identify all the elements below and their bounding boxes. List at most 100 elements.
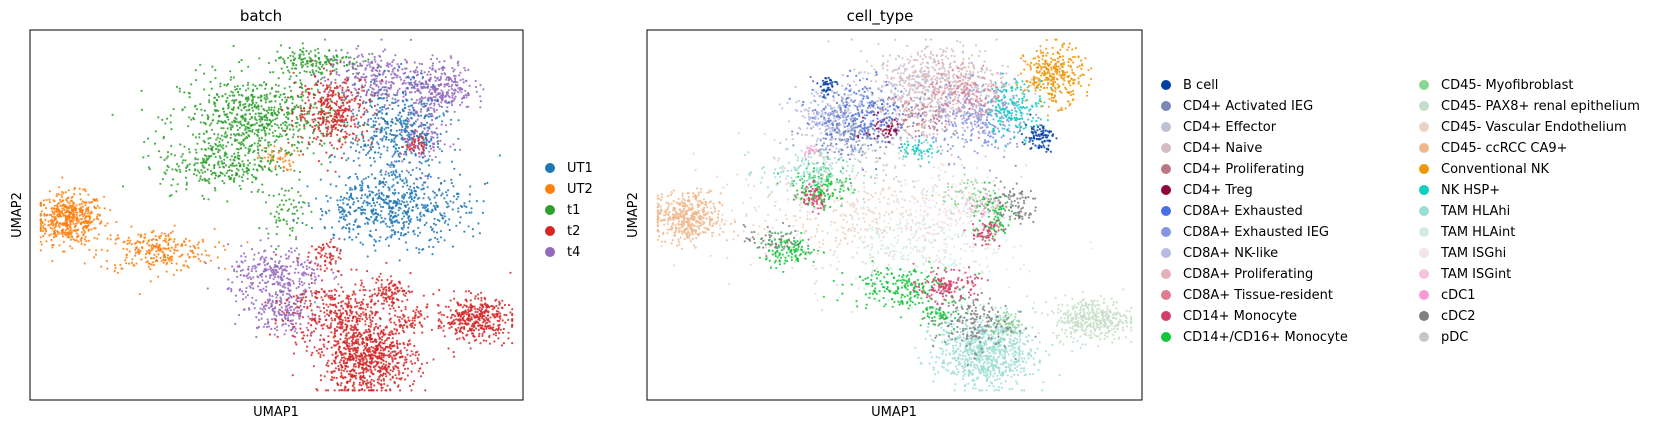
data-point [173,224,176,227]
data-point [169,121,172,124]
data-point [384,217,387,220]
data-point [374,120,378,123]
data-point [255,129,258,132]
data-point [103,195,106,198]
data-point [239,274,242,277]
data-point [221,95,224,98]
data-point [416,70,419,74]
data-point [465,79,468,82]
data-point [326,86,329,89]
data-point [43,212,46,215]
data-point [394,73,397,76]
data-point [391,211,394,214]
data-point [386,146,389,149]
data-point [413,190,416,193]
data-point [439,75,442,78]
data-point [51,227,54,230]
data-point [286,65,289,69]
data-point [450,56,453,60]
data-point [405,61,408,64]
data-point [197,241,200,244]
data-point [330,153,333,157]
data-point [369,146,372,149]
data-point [383,106,386,109]
data-point [226,127,229,130]
data-point [205,131,208,134]
data-point [282,93,285,96]
data-point [277,157,280,160]
data-point [84,190,87,193]
data-point [80,239,83,243]
data-point [285,292,289,295]
data-point [317,100,320,103]
data-point [83,262,86,265]
data-point [391,332,394,335]
data-point [389,165,392,169]
data-point [425,221,428,224]
data-point [145,252,148,255]
data-point [39,224,42,227]
data-point [369,83,372,86]
data-point [330,126,333,129]
data-point [249,281,253,285]
data-point [218,174,222,177]
data-point [358,124,361,128]
data-point [240,244,243,247]
data-point [442,112,445,115]
data-point [56,207,59,210]
data-point [361,188,364,191]
data-point [292,128,295,131]
data-point [443,239,446,242]
data-point [433,217,436,220]
data-point [233,152,236,155]
data-point [427,245,431,248]
data-point [52,212,55,215]
data-point [402,122,405,125]
data-point [368,194,371,197]
data-point [385,389,388,392]
data-point [305,70,308,73]
data-point [404,356,407,359]
data-point [272,250,275,254]
data-point [458,221,461,224]
data-point [50,222,53,226]
data-point [80,202,83,205]
data-point [372,220,375,223]
data-point [122,247,125,250]
data-point [293,105,296,108]
data-point [363,107,366,110]
data-point [267,232,270,235]
data-point [222,107,225,111]
data-point [406,120,409,123]
data-point [434,223,437,226]
data-point [116,271,119,274]
data-point [214,245,217,248]
data-point [66,216,69,219]
data-point [282,285,285,288]
data-point [371,52,374,55]
data-point [263,250,266,253]
data-point [404,140,407,144]
data-point [394,54,397,57]
data-point [372,332,375,335]
data-point [234,322,237,325]
data-point [284,314,287,317]
data-point [290,296,293,299]
data-point [445,76,449,79]
data-point [367,123,370,127]
data-point [50,213,53,217]
data-point [250,103,253,107]
data-point [271,131,274,134]
data-point [278,158,281,161]
data-point [181,253,184,256]
data-point [288,78,291,81]
data-point [233,164,236,167]
data-point [418,160,421,164]
data-point [418,196,421,199]
data-point [326,98,329,101]
data-point [225,84,228,87]
data-point [376,213,380,216]
data-point [60,210,64,213]
data-point [369,156,372,159]
data-point [223,113,226,116]
